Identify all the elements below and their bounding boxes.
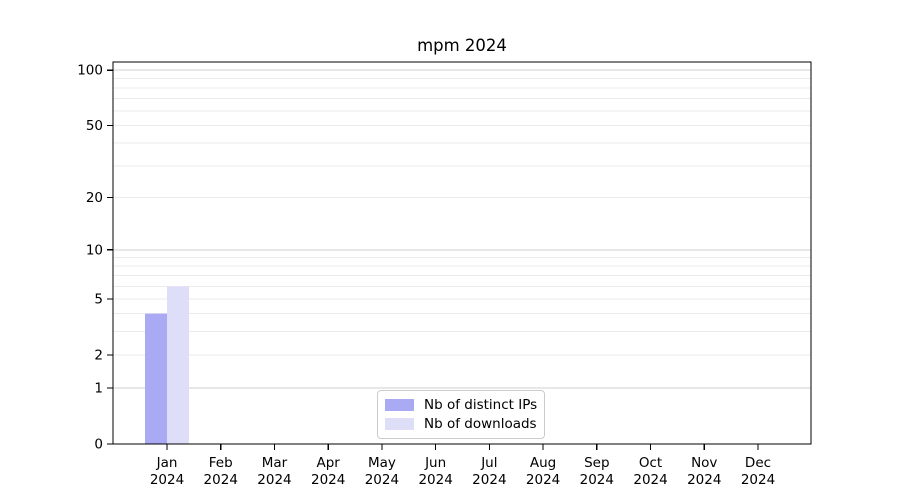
y-tick-label: 2 <box>94 348 103 364</box>
x-tick-label-year: 2024 <box>418 472 452 488</box>
y-tick-label: 1 <box>94 380 103 396</box>
x-tick-label-year: 2024 <box>687 472 721 488</box>
x-tick-label-month: Mar <box>262 455 288 471</box>
x-tick-label-year: 2024 <box>580 472 614 488</box>
x-tick-label-month: Feb <box>209 455 233 471</box>
x-tick-label-month: Sep <box>584 455 609 471</box>
legend-swatch-downloads <box>385 417 414 430</box>
legend-item-downloads: Nb of downloads <box>385 415 537 433</box>
y-tick-label: 50 <box>86 118 103 134</box>
x-tick-label-month: Apr <box>317 455 341 471</box>
x-tick-label-month: May <box>368 455 396 471</box>
x-tick-label-year: 2024 <box>257 472 291 488</box>
x-tick-label-month: Aug <box>530 455 556 471</box>
chart-title: mpm 2024 <box>417 36 507 55</box>
x-tick-label-year: 2024 <box>633 472 667 488</box>
x-tick-label-year: 2024 <box>150 472 184 488</box>
x-tick-label-year: 2024 <box>311 472 345 488</box>
x-tick-label-year: 2024 <box>741 472 775 488</box>
bar-jan <box>167 286 189 444</box>
legend-label-distinct-ips: Nb of distinct IPs <box>424 397 538 414</box>
y-tick-label: 100 <box>77 63 103 79</box>
x-tick-label-month: Jul <box>480 455 497 471</box>
y-tick-label: 0 <box>94 437 103 453</box>
x-tick-label-month: Jun <box>424 455 446 471</box>
plot-border <box>112 61 812 445</box>
x-tick-label-month: Jan <box>156 455 178 471</box>
legend: Nb of distinct IPs Nb of downloads <box>377 390 545 439</box>
bar-jan <box>145 313 167 444</box>
x-tick-label-month: Nov <box>691 455 717 471</box>
x-tick-label-year: 2024 <box>204 472 238 488</box>
x-tick-label-month: Dec <box>745 455 771 471</box>
x-tick-label-year: 2024 <box>472 472 506 488</box>
legend-label-downloads: Nb of downloads <box>424 415 537 432</box>
x-tick-label-year: 2024 <box>365 472 399 488</box>
y-tick-label: 10 <box>86 242 103 258</box>
y-tick-label: 5 <box>94 291 103 307</box>
legend-swatch-distinct-ips <box>385 399 414 412</box>
x-tick-label-year: 2024 <box>526 472 560 488</box>
legend-item-distinct-ips: Nb of distinct IPs <box>385 396 538 414</box>
x-tick-label-month: Oct <box>639 455 662 471</box>
y-tick-label: 20 <box>86 190 103 206</box>
